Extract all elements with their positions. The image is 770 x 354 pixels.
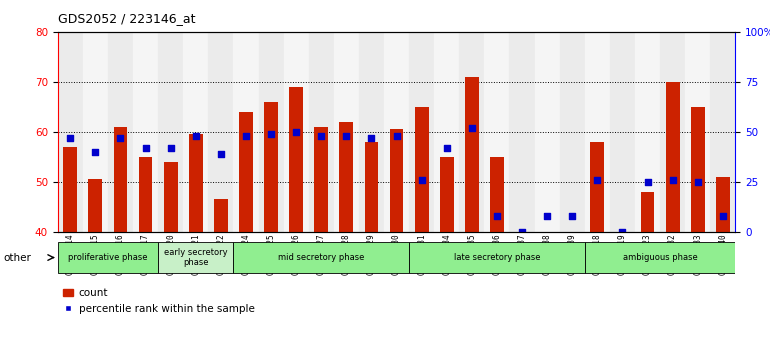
Bar [465,77,479,232]
Text: other: other [4,253,32,263]
Bar [515,232,529,297]
Bar [63,147,77,232]
Point [390,133,403,139]
Point [114,135,126,141]
Bar [565,232,579,267]
Bar [283,32,309,232]
Bar [309,32,334,232]
FancyBboxPatch shape [158,242,233,273]
Text: GDS2052 / 223146_at: GDS2052 / 223146_at [58,12,196,25]
Bar [490,157,504,232]
Bar [359,32,384,232]
Bar [660,32,685,232]
Bar [89,179,102,232]
Bar [334,32,359,232]
Bar [209,32,233,232]
Bar [183,32,209,232]
FancyBboxPatch shape [584,242,735,273]
Point [340,133,353,139]
Bar [635,32,660,232]
Bar [434,32,459,232]
Bar [541,232,554,267]
Bar [409,32,434,232]
Point [139,145,152,151]
Point [315,133,327,139]
Bar [133,32,158,232]
Point [265,131,277,137]
Bar [233,32,259,232]
Bar [716,177,730,232]
Point [717,213,729,219]
Bar [459,32,484,232]
Point [239,133,252,139]
FancyBboxPatch shape [409,242,584,273]
Legend: count, percentile rank within the sample: count, percentile rank within the sample [63,289,254,314]
FancyBboxPatch shape [233,242,409,273]
Text: proliferative phase: proliferative phase [69,253,148,262]
Point [591,177,604,183]
Bar [264,102,278,232]
Point [189,133,202,139]
Bar [685,32,710,232]
Bar [484,32,510,232]
Bar [615,232,629,332]
Bar [290,87,303,232]
Bar [114,127,127,232]
Point [416,177,428,183]
Point [290,129,303,135]
Point [616,229,628,235]
Bar [560,32,584,232]
Point [89,149,102,155]
Point [541,213,554,219]
Point [490,213,503,219]
Bar [691,107,705,232]
Text: early secretory
phase: early secretory phase [164,248,228,267]
Point [165,145,177,151]
Point [64,135,76,141]
Point [466,125,478,131]
Bar [158,32,183,232]
Bar [58,32,83,232]
Text: mid secretory phase: mid secretory phase [278,253,364,262]
Bar [384,32,409,232]
Bar [108,32,133,232]
FancyBboxPatch shape [58,242,158,273]
Bar [259,32,283,232]
Bar [139,157,152,232]
Bar [164,162,178,232]
Point [215,151,227,157]
Point [691,179,704,185]
Bar [415,107,429,232]
Bar [364,142,378,232]
Bar [314,127,328,232]
Point [516,229,528,235]
Bar [584,32,610,232]
Bar [534,32,560,232]
Bar [214,199,228,232]
Text: late secretory phase: late secretory phase [454,253,541,262]
Bar [641,192,654,232]
Bar [710,32,735,232]
Bar [239,112,253,232]
Point [667,177,679,183]
Bar [666,82,679,232]
Point [641,179,654,185]
Point [440,145,453,151]
Bar [591,142,604,232]
Bar [610,32,635,232]
Point [365,135,377,141]
Bar [340,122,353,232]
Bar [83,32,108,232]
Bar [189,135,203,232]
Bar [510,32,534,232]
Text: ambiguous phase: ambiguous phase [623,253,698,262]
Bar [440,157,454,232]
Point [566,213,578,219]
Bar [390,129,403,232]
